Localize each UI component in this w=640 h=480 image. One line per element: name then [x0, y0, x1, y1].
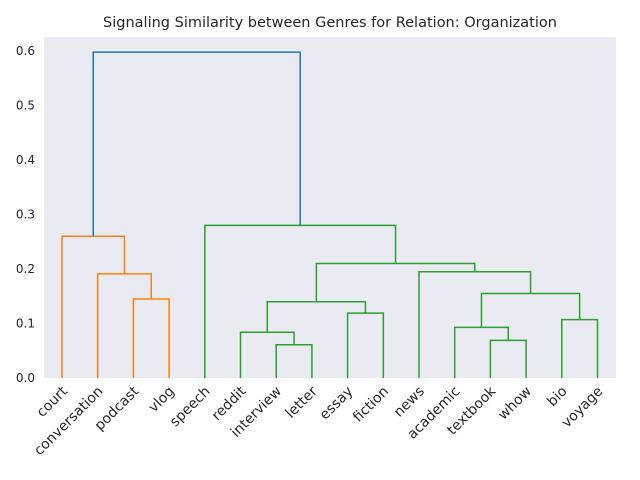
plot-area [44, 37, 616, 378]
chart-title: Signaling Similarity between Genres for … [103, 15, 557, 31]
y-tick-label: 0.2 [16, 262, 35, 276]
x-tick-label: bio [544, 384, 570, 410]
y-tick-label: 0.6 [16, 44, 35, 58]
y-tick-label: 0.3 [16, 208, 35, 222]
x-tick-label: whow [495, 384, 535, 424]
y-axis: 0.0 0.1 0.2 0.3 0.4 0.5 0.6 [16, 44, 35, 385]
y-tick-label: 0.4 [16, 153, 35, 167]
x-tick-label: fiction [350, 384, 392, 426]
y-tick-label: 0.1 [16, 317, 35, 331]
x-tick-label: letter [283, 383, 321, 421]
dendrogram-link [92, 51, 301, 237]
y-tick-label: 0.5 [16, 99, 35, 113]
y-tick-label: 0.0 [16, 371, 35, 385]
x-tick-label: essay [317, 384, 357, 424]
dendrogram-links [61, 51, 599, 378]
x-tick-label: speech [167, 384, 214, 431]
x-tick-label: vlog [146, 384, 178, 416]
